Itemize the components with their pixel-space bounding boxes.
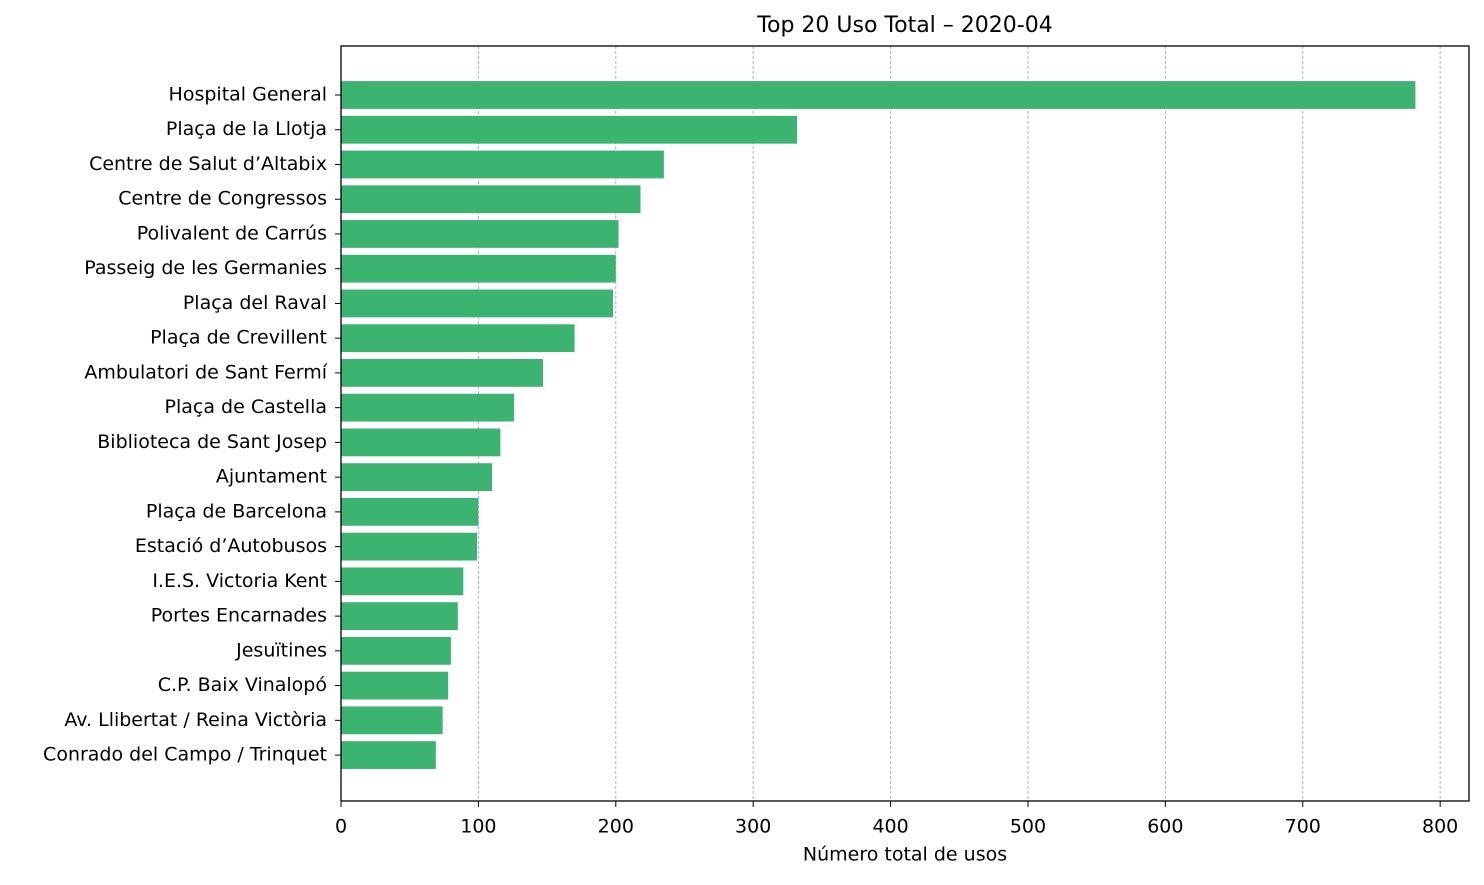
bar — [341, 115, 798, 144]
y-tick-label: Hospital General — [169, 84, 327, 106]
x-tick-label: 500 — [1010, 816, 1046, 838]
bar — [341, 463, 493, 492]
y-tick-label: Passeig de les Germanies — [84, 257, 327, 279]
y-tick-label: Ambulatori de Sant Fermí — [84, 361, 327, 383]
y-tick-label: Biblioteca de Sant Josep — [97, 431, 327, 453]
bar — [341, 636, 451, 665]
bar — [341, 671, 449, 700]
y-tick-label: Ajuntament — [216, 466, 327, 488]
bar — [341, 497, 479, 526]
bar — [341, 254, 616, 283]
x-tick-label: 600 — [1147, 816, 1183, 838]
y-tick-label: Centre de Salut d’Altabix — [89, 153, 327, 175]
y-tick-label: Polivalent de Carrús — [137, 222, 327, 244]
x-tick-label: 700 — [1285, 816, 1321, 838]
bar — [341, 324, 575, 353]
bar — [341, 706, 443, 735]
y-tick-label: Plaça de Castella — [165, 396, 327, 418]
x-axis-label: Número total de usos — [803, 844, 1007, 866]
bar — [341, 220, 619, 248]
y-tick-label: Plaça del Raval — [183, 292, 327, 314]
x-tick-label: 0 — [335, 816, 347, 838]
y-tick-label: Centre de Congressos — [118, 188, 327, 210]
bar — [341, 532, 478, 561]
y-tick-label: Conrado del Campo / Trinquet — [43, 744, 327, 766]
x-tick-label: 400 — [872, 816, 908, 838]
x-tick-label: 100 — [460, 816, 496, 838]
x-tick-label: 200 — [598, 816, 634, 838]
bar — [341, 393, 515, 422]
y-tick-label: Portes Encarnades — [151, 605, 327, 627]
bar — [341, 81, 1416, 109]
x-tick-label: 800 — [1422, 816, 1458, 838]
bar — [341, 289, 614, 318]
bar — [341, 428, 501, 457]
bar — [341, 567, 464, 596]
y-tick-label: Plaça de la Llotja — [166, 118, 327, 140]
bar — [341, 359, 543, 387]
y-tick-label: Jesuïtines — [235, 639, 327, 661]
y-tick-label: C.P. Baix Vinalopó — [158, 674, 327, 696]
bar — [341, 185, 641, 214]
y-tick-label: I.E.S. Victoria Kent — [152, 570, 327, 592]
y-tick-label: Plaça de Barcelona — [146, 500, 327, 522]
bar — [341, 741, 436, 769]
y-tick-label: Av. Llibertat / Reina Victòria — [64, 709, 327, 731]
plot-frame — [340, 45, 1470, 802]
chart-title: Top 20 Uso Total – 2020-04 — [756, 13, 1052, 38]
x-tick-label: 300 — [735, 816, 771, 838]
bar — [341, 150, 664, 179]
y-tick-label: Estació d’Autobusos — [135, 535, 327, 557]
bar — [341, 602, 458, 630]
y-tick-label: Plaça de Crevillent — [150, 327, 327, 349]
